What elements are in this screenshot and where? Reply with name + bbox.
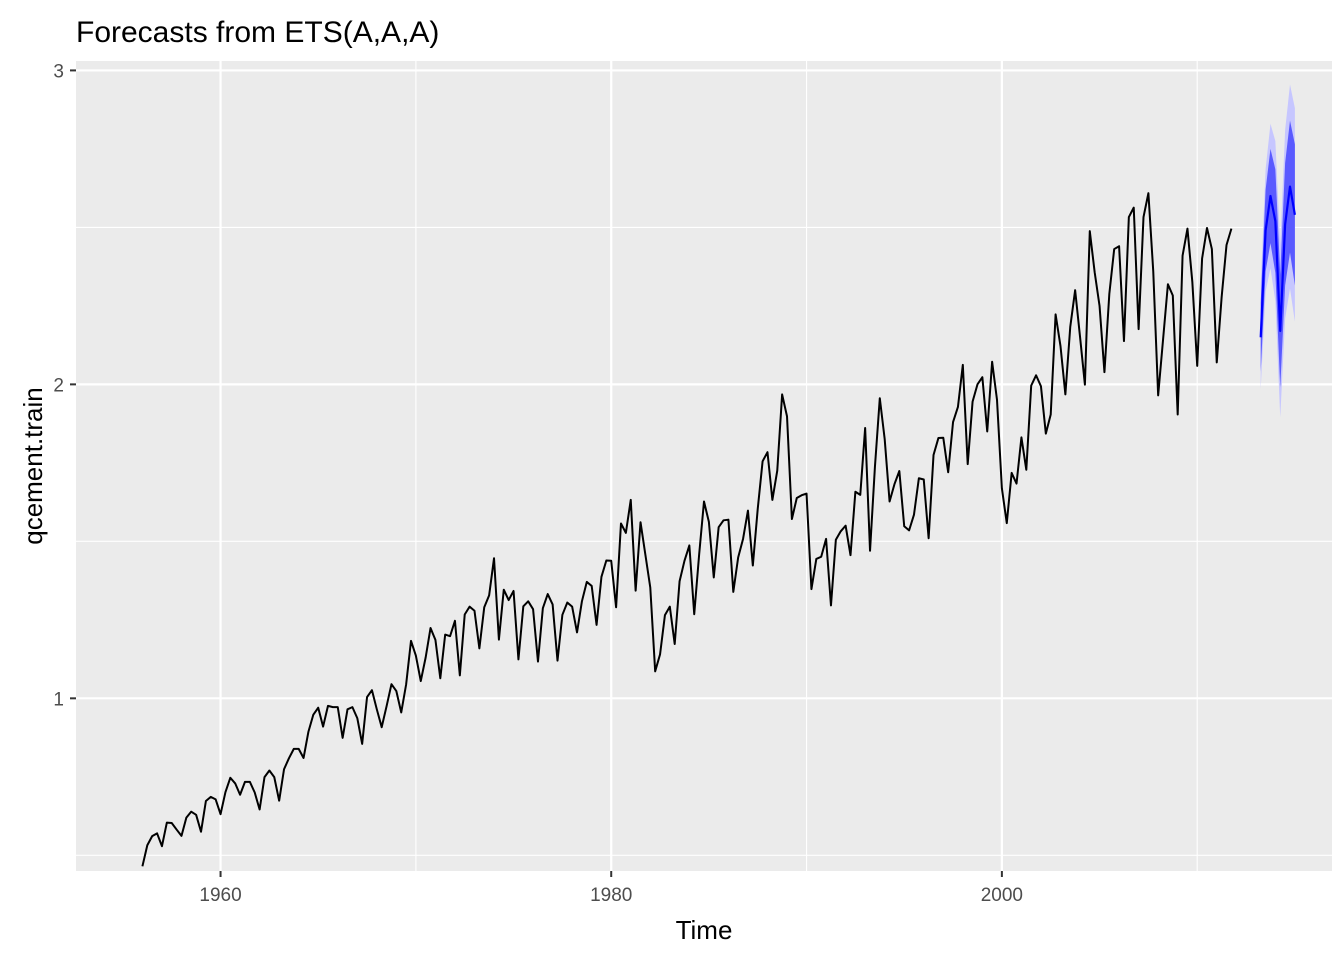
major-gridlines: [76, 61, 1332, 871]
y-tick-label-1: 2: [53, 375, 64, 396]
minor-gridlines: [76, 61, 1332, 871]
series-line-0: [141, 192, 1233, 867]
series-lines: [141, 185, 1296, 867]
x-tick-label-1: 1980: [590, 885, 632, 906]
x-tick-label-2: 2000: [981, 885, 1023, 906]
x-axis-title: Time: [676, 915, 733, 945]
y-tick-label-2: 3: [53, 61, 64, 82]
y-axis-title: qcement.train: [18, 387, 48, 545]
axes: 1960 1980 2000 1 2 3: [53, 61, 1023, 906]
forecast-line: [1259, 185, 1296, 338]
x-tick-label-0: 1960: [199, 885, 241, 906]
chart-title: Forecasts from ETS(A,A,A): [76, 16, 439, 49]
y-tick-label-0: 1: [53, 689, 64, 710]
plot-panel: [76, 61, 1332, 871]
